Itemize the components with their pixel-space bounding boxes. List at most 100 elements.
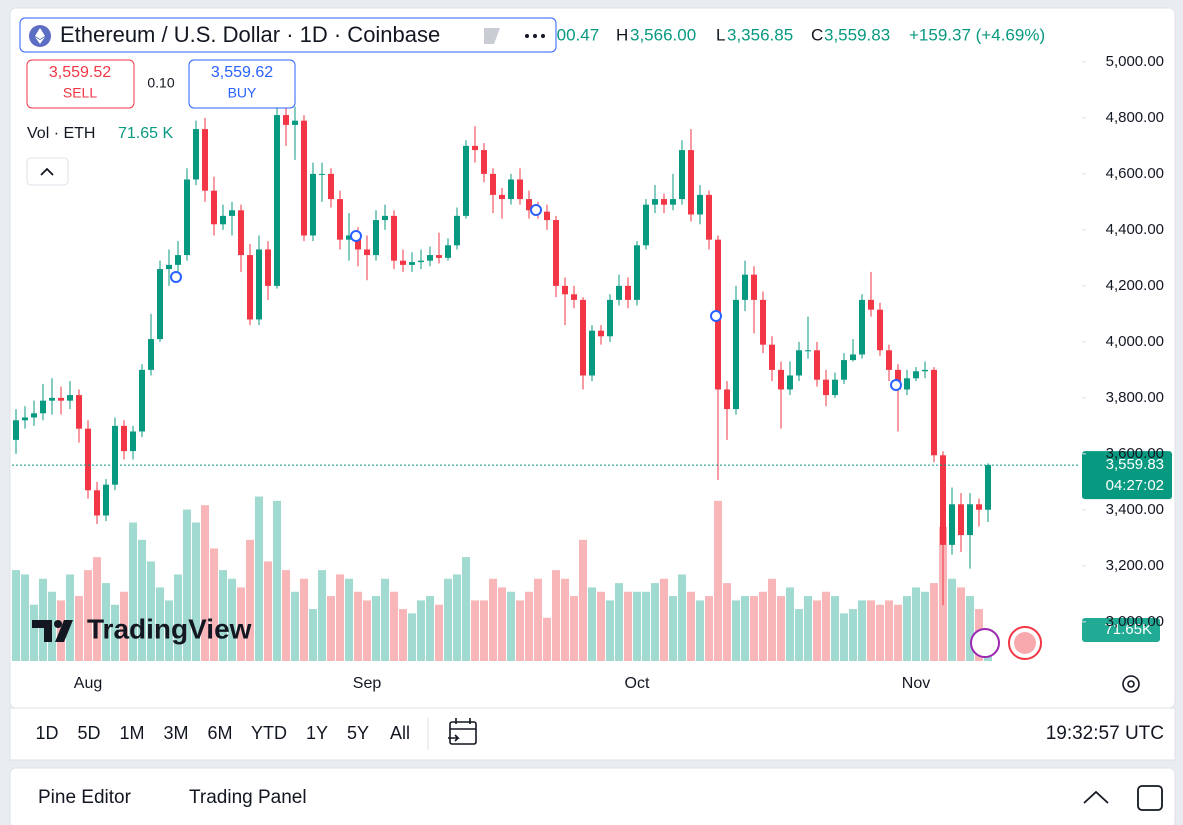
volume-bar: [885, 600, 893, 661]
candle-body: [517, 179, 523, 200]
volume-bar: [93, 557, 101, 661]
clock: 19:32:57 UTC: [1046, 723, 1164, 744]
collapse-button[interactable]: [26, 157, 69, 186]
volume-bar: [183, 509, 191, 661]
volume-bar: [678, 574, 686, 661]
candle-body: [499, 194, 505, 200]
range-button[interactable]: 5D: [77, 723, 100, 743]
event-marker[interactable]: [530, 204, 542, 216]
volume-bar: [894, 604, 902, 661]
ohlc-key: L: [716, 25, 725, 44]
range-button[interactable]: 3M: [163, 723, 188, 743]
volume-bar: [489, 578, 497, 661]
candle-body: [157, 269, 163, 340]
candle-body: [364, 249, 370, 256]
candle-body: [688, 150, 694, 215]
event-marker[interactable]: [890, 379, 902, 391]
candle-body: [598, 330, 604, 337]
candle-body: [103, 484, 109, 516]
logo-icon: [32, 620, 73, 642]
candle-body: [940, 455, 946, 545]
volume-bar: [813, 600, 821, 661]
volume-bar: [849, 609, 857, 661]
range-button[interactable]: 1D: [35, 723, 58, 743]
volume-bar: [21, 574, 29, 661]
range-button[interactable]: 5Y: [347, 723, 369, 743]
symbol-title[interactable]: Ethereum / U.S. Dollar · 1D · Coinbase: [60, 22, 440, 47]
volume-bar: [516, 600, 524, 661]
y-tick-label: 4,000.00: [1106, 333, 1164, 350]
volume-bar: [336, 574, 344, 661]
volume-bar: [453, 574, 461, 661]
volume-bar: [39, 578, 47, 661]
sell-button[interactable]: [26, 59, 135, 109]
candle-body: [481, 150, 487, 174]
ai-icon[interactable]: [970, 628, 1000, 658]
tab[interactable]: Pine Editor: [38, 787, 132, 808]
volume-bar: [705, 596, 713, 661]
volume-bar: [201, 505, 209, 661]
volume-bar: [912, 587, 920, 661]
range-button[interactable]: 1Y: [306, 723, 328, 743]
buy-label: BUY: [228, 85, 257, 101]
range-button[interactable]: YTD: [251, 723, 287, 743]
volume-bar: [723, 583, 731, 661]
range-button[interactable]: 6M: [207, 723, 232, 743]
candle-body: [139, 369, 145, 432]
candle-body: [814, 350, 820, 380]
event-marker[interactable]: [350, 230, 362, 242]
candle-body: [265, 249, 271, 286]
candle-body: [247, 255, 253, 320]
change: +159.37 (+4.69%): [909, 25, 1045, 44]
volume-bar: [570, 596, 578, 661]
event-marker[interactable]: [170, 271, 182, 283]
candle-body: [436, 255, 442, 258]
candle-body: [679, 150, 685, 200]
expand-icon[interactable]: [1083, 790, 1109, 804]
range-button[interactable]: All: [390, 723, 410, 743]
flag-badge-inner: [1014, 632, 1036, 654]
candle-body: [760, 299, 766, 345]
volume-bar: [903, 596, 911, 661]
candle-body: [31, 413, 37, 418]
candle-body: [391, 215, 397, 261]
event-marker[interactable]: [710, 310, 722, 322]
candle-body: [976, 504, 982, 510]
x-tick-label: Aug: [74, 675, 102, 692]
logo-text: TradingView: [87, 613, 252, 644]
volume-bar: [660, 578, 668, 661]
y-tick-label: 4,600.00: [1106, 165, 1164, 182]
volume-bar: [309, 609, 317, 661]
candle-body: [13, 420, 19, 440]
candle-body: [220, 215, 226, 225]
volume-bar: [714, 500, 722, 661]
settings-icon[interactable]: [1122, 675, 1140, 693]
more-menu[interactable]: [525, 34, 545, 38]
ohlc-value: 3,356.85: [727, 25, 793, 44]
y-tick-label: 3,000.00: [1106, 613, 1164, 630]
volume-bar: [597, 591, 605, 661]
volume-bar: [138, 539, 146, 661]
candle-body: [931, 369, 937, 456]
symbol-box[interactable]: [19, 17, 557, 53]
calendar-icon[interactable]: [448, 718, 477, 745]
range-toolbar: [9, 707, 1176, 761]
tab[interactable]: Trading Panel: [189, 787, 307, 808]
volume-bar: [804, 596, 812, 661]
candle-body: [238, 210, 244, 256]
buy-button[interactable]: [188, 59, 296, 109]
candle-body: [463, 145, 469, 216]
chevron-icon: [40, 167, 54, 176]
candle-body: [841, 360, 847, 380]
volume-bar: [66, 574, 74, 661]
candle-body: [607, 299, 613, 337]
range-button[interactable]: 1M: [119, 723, 144, 743]
candle-body: [958, 504, 964, 536]
flag-icon[interactable]: [484, 28, 500, 44]
volume-bar: [345, 578, 353, 661]
volume-bar: [165, 600, 173, 661]
maximize-icon[interactable]: [1137, 785, 1163, 811]
candle-body: [661, 199, 667, 205]
price-badge-value: 3,559.83: [1106, 456, 1164, 473]
